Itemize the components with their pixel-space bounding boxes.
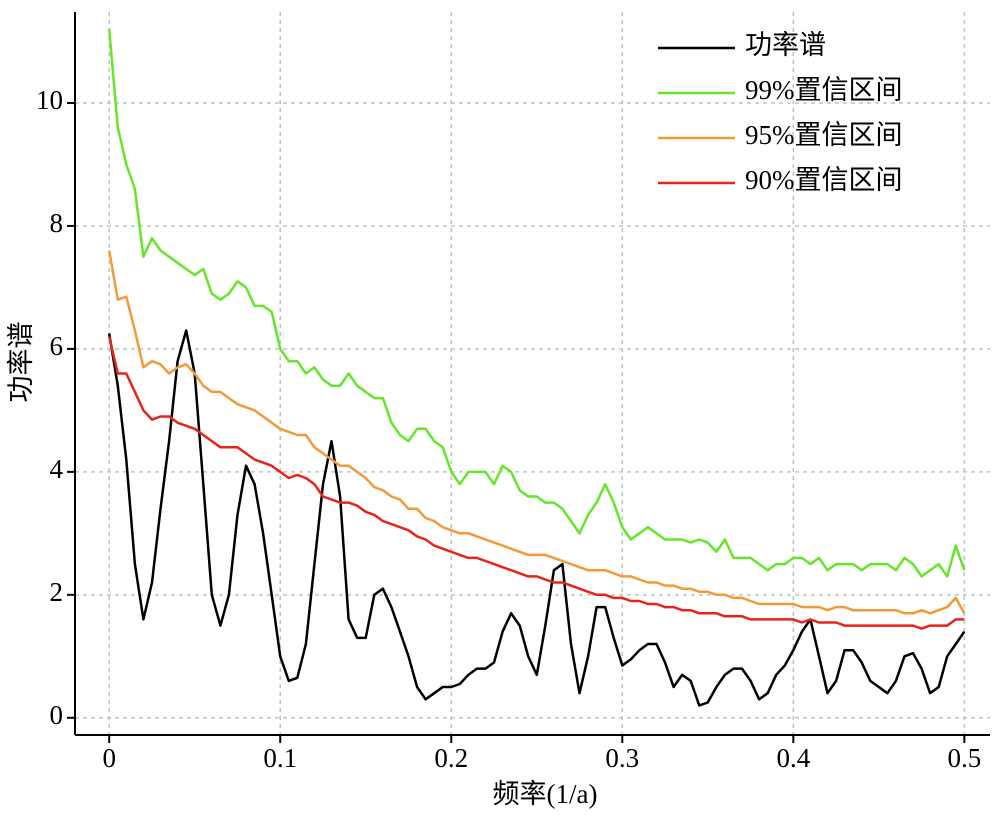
- legend-label: 95%置信区间: [745, 120, 903, 150]
- x-tick-label: 0.5: [947, 743, 981, 773]
- line-series: [107, 29, 966, 578]
- y-tick-label: 8: [50, 208, 64, 238]
- legend-label: 90%置信区间: [745, 165, 903, 195]
- x-axis-label: 频率(1/a): [493, 779, 598, 809]
- x-tick-label: 0.2: [434, 743, 468, 773]
- line-series: [107, 336, 965, 630]
- x-tick-label: 0.4: [776, 743, 810, 773]
- x-tick-label: 0.3: [605, 743, 639, 773]
- y-tick-label: 10: [36, 85, 63, 115]
- line-series: [107, 329, 966, 707]
- x-tick-label: 0: [102, 743, 116, 773]
- y-axis-label: 功率谱: [6, 322, 36, 403]
- x-tick-label: 0.1: [263, 743, 297, 773]
- line-series: [107, 250, 966, 615]
- y-tick-label: 0: [50, 700, 64, 730]
- legend-label: 功率谱: [745, 30, 826, 60]
- legend-label: 99%置信区间: [745, 75, 903, 105]
- y-tick-label: 2: [50, 577, 64, 607]
- y-tick-label: 6: [50, 331, 64, 361]
- y-tick-label: 4: [50, 454, 64, 484]
